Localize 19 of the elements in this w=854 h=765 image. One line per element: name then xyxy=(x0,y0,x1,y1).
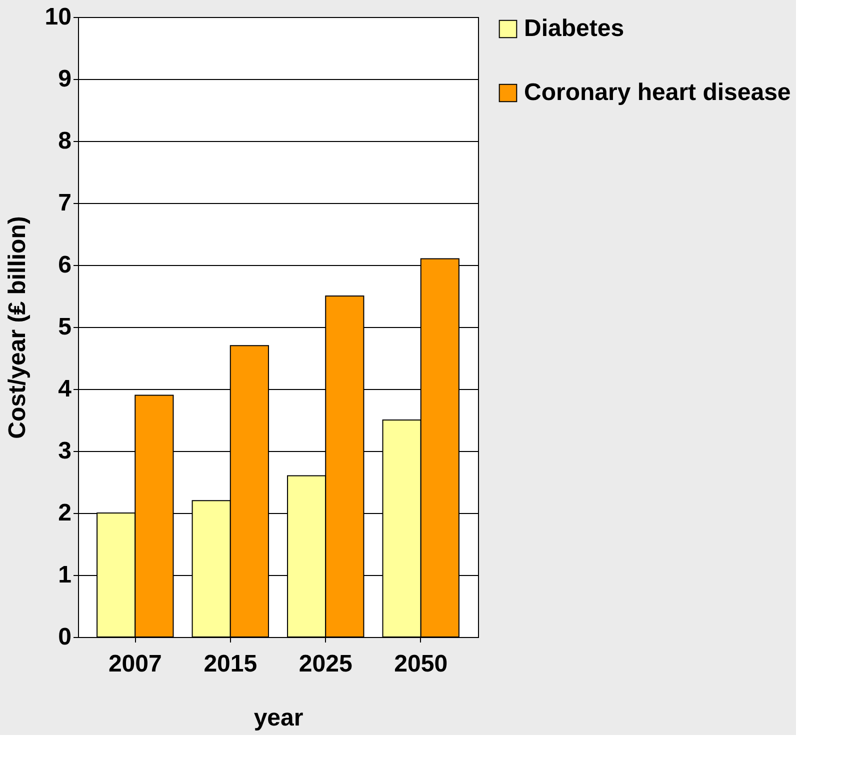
y-tick-label: 6 xyxy=(58,252,72,278)
x-tick-label: 2025 xyxy=(298,650,352,678)
y-tick-label: 1 xyxy=(58,562,72,588)
x-tick-label: 2015 xyxy=(204,650,258,678)
y-tick-label: 3 xyxy=(58,438,72,464)
legend-label: Diabetes xyxy=(524,15,624,42)
y-axis-title: Cost/year (₤ billion) xyxy=(4,216,31,439)
y-tick-label: 5 xyxy=(58,314,72,340)
legend-label: Coronary heart disease xyxy=(524,79,791,106)
x-tick-label: 2050 xyxy=(394,650,448,678)
y-tick-label: 10 xyxy=(44,4,72,30)
y-tick-label: 2 xyxy=(58,500,72,526)
x-tick-label: 2007 xyxy=(108,650,162,678)
y-tick-label: 0 xyxy=(58,624,72,650)
y-tick-label: 4 xyxy=(58,376,72,402)
y-tick-label: 9 xyxy=(58,66,72,92)
y-tick-label: 8 xyxy=(58,128,72,154)
x-axis-title: year xyxy=(254,704,304,732)
y-tick-label: 7 xyxy=(58,190,72,216)
